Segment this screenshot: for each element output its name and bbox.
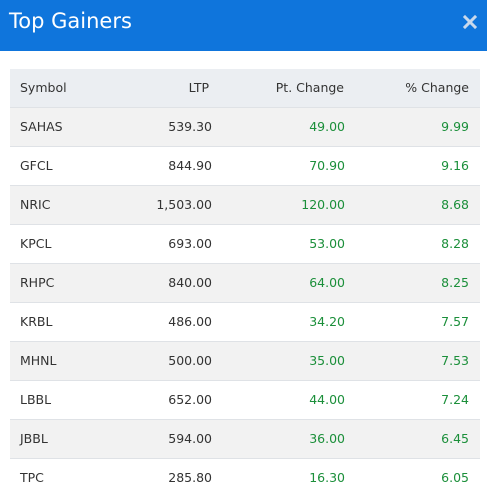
cell-pt-change: 120.00: [301, 197, 345, 212]
cell-pct-change: 8.68: [441, 197, 469, 212]
cell-pt-change: 70.90: [309, 158, 345, 173]
cell-pct-change: 9.99: [441, 119, 469, 134]
gainers-table: Symbol LTP Pt. Change % Change SAHAS 539…: [10, 69, 480, 495]
cell-pct-change: 6.45: [441, 431, 469, 446]
table-row: NRIC 1,503.00 120.00 8.68: [10, 185, 480, 224]
cell-ltp: 594.00: [168, 431, 212, 446]
cell-symbol: SAHAS: [20, 119, 63, 134]
table-body: SAHAS 539.30 49.00 9.99 GFCL 844.90 70.9…: [10, 107, 480, 495]
cell-symbol: LBBL: [20, 392, 52, 407]
cell-ltp: 652.00: [168, 392, 212, 407]
table-row: KRBL 486.00 34.20 7.57: [10, 302, 480, 341]
cell-ltp: 693.00: [168, 236, 212, 251]
table-row: JBBL 594.00 36.00 6.45: [10, 419, 480, 458]
cell-symbol: KRBL: [20, 314, 53, 329]
cell-symbol: TPC: [20, 470, 44, 485]
table-row: KPCL 693.00 53.00 8.28: [10, 224, 480, 263]
table-header-row: Symbol LTP Pt. Change % Change: [10, 69, 480, 108]
cell-pt-change: 36.00: [309, 431, 345, 446]
cell-symbol: GFCL: [20, 158, 53, 173]
table-row: TPC 285.80 16.30 6.05: [10, 458, 480, 495]
cell-symbol: JBBL: [20, 431, 48, 446]
close-icon[interactable]: [463, 14, 477, 30]
cell-ltp: 539.30: [168, 119, 212, 134]
table-row: SAHAS 539.30 49.00 9.99: [10, 107, 480, 146]
column-header-pct-change[interactable]: % Change: [345, 69, 480, 108]
table-row: GFCL 844.90 70.90 9.16: [10, 146, 480, 185]
table-row: RHPC 840.00 64.00 8.25: [10, 263, 480, 302]
table-row: MHNL 500.00 35.00 7.53: [10, 341, 480, 380]
cell-pt-change: 35.00: [309, 353, 345, 368]
cell-symbol: MHNL: [20, 353, 57, 368]
column-header-ltp[interactable]: LTP: [128, 69, 212, 108]
cell-ltp: 840.00: [168, 275, 212, 290]
cell-pct-change: 8.25: [441, 275, 469, 290]
cell-ltp: 500.00: [168, 353, 212, 368]
cell-pct-change: 6.05: [441, 470, 469, 485]
cell-symbol: RHPC: [20, 275, 55, 290]
column-header-pt-change[interactable]: Pt. Change: [212, 69, 345, 108]
cell-pct-change: 9.16: [441, 158, 469, 173]
cell-pct-change: 7.57: [441, 314, 469, 329]
cell-ltp: 285.80: [168, 470, 212, 485]
cell-pt-change: 34.20: [309, 314, 345, 329]
cell-pct-change: 8.28: [441, 236, 469, 251]
cell-ltp: 486.00: [168, 314, 212, 329]
cell-ltp: 844.90: [168, 158, 212, 173]
cell-symbol: KPCL: [20, 236, 52, 251]
cell-pct-change: 7.53: [441, 353, 469, 368]
table-row: LBBL 652.00 44.00 7.24: [10, 380, 480, 419]
modal-title: Top Gainers: [9, 9, 132, 33]
gainers-table-container: Symbol LTP Pt. Change % Change SAHAS 539…: [10, 69, 480, 495]
cell-ltp: 1,503.00: [156, 197, 212, 212]
cell-pt-change: 49.00: [309, 119, 345, 134]
modal-header: Top Gainers: [0, 0, 487, 51]
cell-pt-change: 44.00: [309, 392, 345, 407]
cell-pt-change: 53.00: [309, 236, 345, 251]
column-header-symbol[interactable]: Symbol: [10, 69, 128, 108]
cell-pt-change: 64.00: [309, 275, 345, 290]
cell-pt-change: 16.30: [309, 470, 345, 485]
cell-symbol: NRIC: [20, 197, 51, 212]
cell-pct-change: 7.24: [441, 392, 469, 407]
